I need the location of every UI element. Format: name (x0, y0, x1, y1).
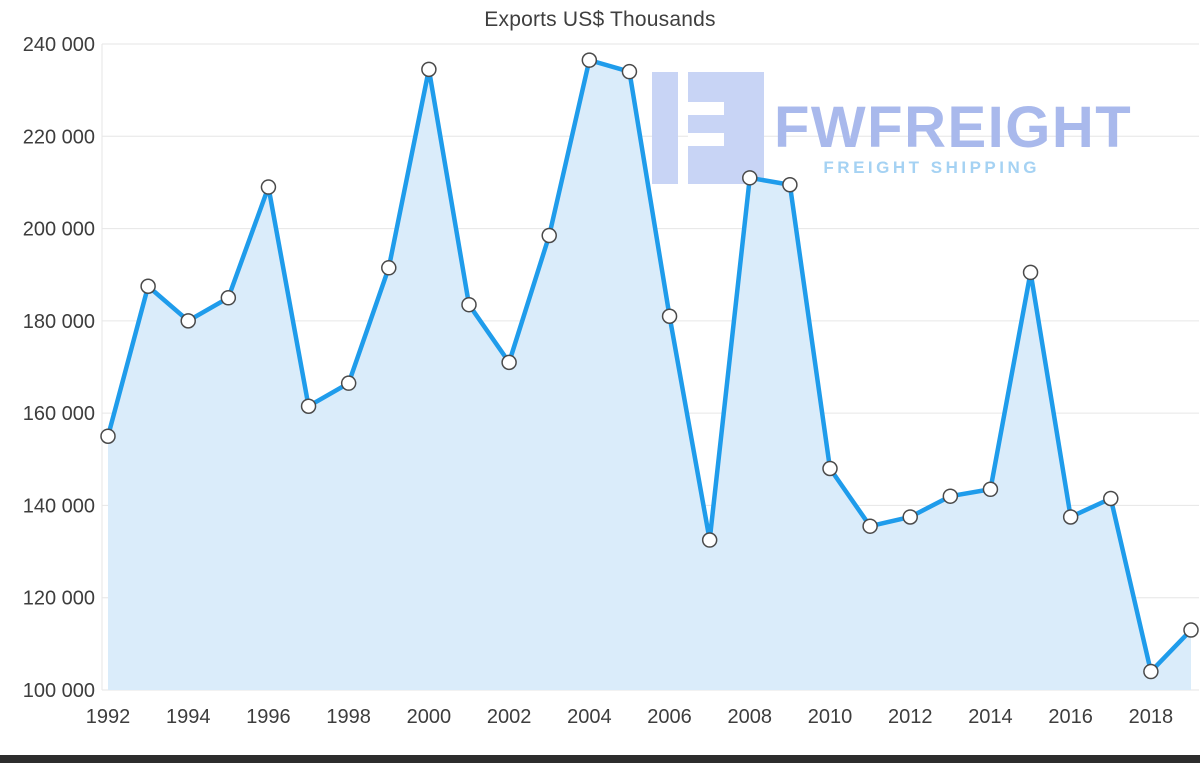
x-tick-label: 2000 (407, 706, 452, 728)
y-tick-label: 180 000 (23, 311, 95, 333)
y-tick-label: 100 000 (23, 680, 95, 702)
data-point-2004 (581, 52, 598, 68)
x-tick-label: 2008 (728, 706, 773, 728)
data-point-2013 (942, 488, 959, 504)
data-point-1993 (140, 278, 156, 294)
y-tick-label: 220 000 (23, 126, 95, 148)
x-tick-label: 2016 (1048, 706, 1093, 728)
data-point-2005 (621, 63, 638, 80)
y-tick-label: 120 000 (23, 588, 95, 610)
watermark-logo-notch (688, 102, 724, 115)
y-tick-label: 140 000 (23, 495, 95, 517)
data-point-2006 (661, 308, 678, 324)
data-point-2018 (1143, 663, 1159, 680)
data-point-2012 (902, 509, 918, 525)
x-tick-label: 2006 (647, 706, 692, 728)
data-point-2003 (541, 227, 557, 244)
series-area-fill (108, 60, 1191, 690)
y-tick-label: 200 000 (23, 219, 95, 241)
data-point-2000 (421, 61, 437, 78)
series-line (105, 57, 1194, 674)
y-tick-label: 240 000 (23, 34, 95, 56)
x-tick-label: 1998 (326, 706, 371, 728)
x-tick-label: 2004 (567, 706, 612, 728)
watermark-logo-notch (688, 133, 724, 146)
data-point-2002 (501, 354, 517, 371)
data-point-2016 (1062, 509, 1079, 525)
watermark-logo-icon (652, 72, 678, 184)
data-point-2019 (1183, 622, 1199, 638)
data-point-2017 (1103, 490, 1119, 507)
data-point-1995 (220, 290, 237, 306)
data-point-1992 (100, 428, 116, 444)
x-tick-label: 2012 (888, 706, 933, 728)
data-point-2001 (461, 296, 477, 313)
x-tick-label: 2018 (1129, 706, 1174, 728)
bottom-bar (0, 755, 1200, 763)
data-point-2010 (822, 460, 838, 477)
x-tick-label: 2014 (968, 706, 1013, 728)
x-tick-label: 2002 (487, 706, 532, 728)
chart-title: Exports US$ Thousands (484, 8, 716, 31)
data-point-2014 (982, 481, 999, 498)
data-point-1998 (340, 375, 357, 391)
data-point-2011 (862, 518, 878, 534)
x-tick-label: 1992 (86, 706, 131, 728)
watermark-brand-text: FWFREIGHT (774, 95, 1132, 160)
watermark-logo-icon (688, 72, 764, 184)
data-point-1997 (300, 398, 317, 414)
x-tick-label: 1996 (246, 706, 291, 728)
data-point-2007 (701, 532, 718, 548)
data-point-2015 (1022, 264, 1039, 281)
data-point-1994 (180, 313, 196, 329)
y-tick-label: 160 000 (23, 403, 95, 425)
data-point-1999 (381, 260, 397, 276)
data-point-2009 (782, 176, 798, 193)
data-point-1996 (260, 179, 277, 195)
watermark-tagline-text: FREIGHT SHIPPING (823, 158, 1040, 177)
x-tick-label: 1994 (166, 706, 211, 728)
x-tick-label: 2010 (808, 706, 853, 728)
data-point-2008 (742, 170, 758, 186)
